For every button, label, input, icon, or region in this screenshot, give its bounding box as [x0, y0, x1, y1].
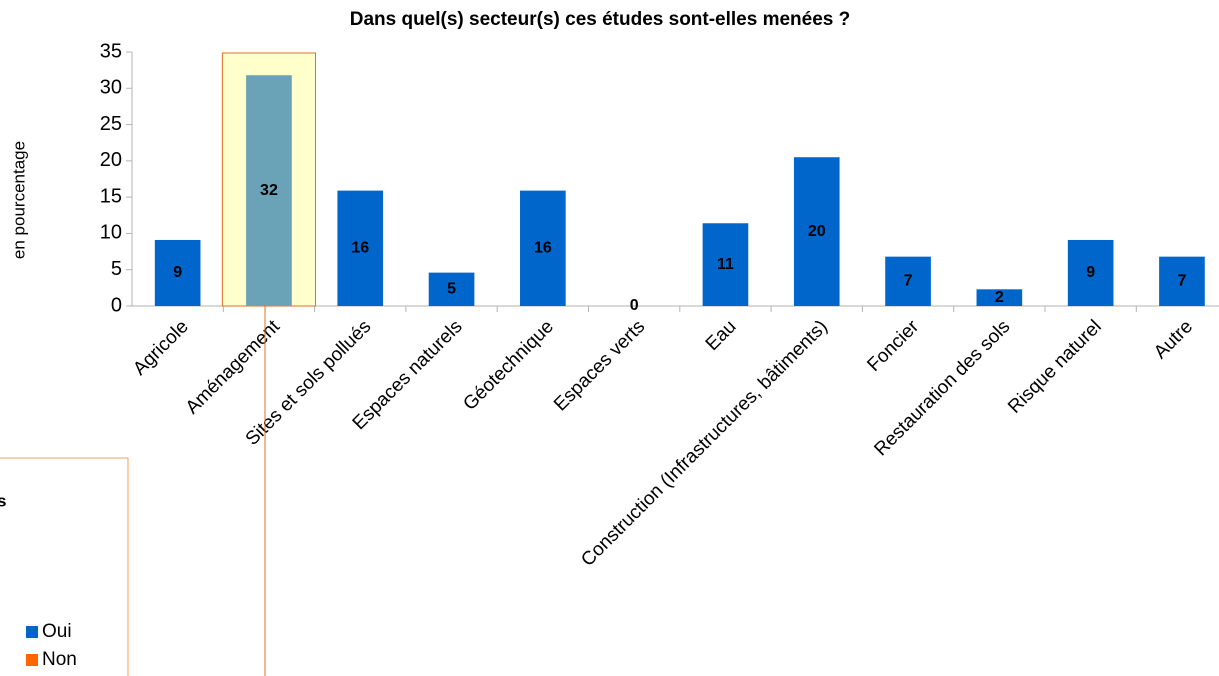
- data-label: 32: [260, 182, 278, 199]
- data-label: 2: [995, 289, 1004, 306]
- bar: [428, 272, 475, 306]
- bar: [337, 190, 384, 306]
- y-tick-label: 35: [100, 40, 122, 62]
- data-label: 9: [1086, 264, 1095, 281]
- legend-label: Oui: [42, 621, 72, 642]
- y-tick-label: 5: [111, 258, 122, 280]
- legend-swatch: [26, 654, 38, 666]
- data-label: 11: [717, 256, 734, 273]
- data-label: 9: [173, 264, 182, 281]
- bar: [154, 239, 201, 306]
- bar: [1159, 256, 1205, 306]
- y-tick-label: 15: [100, 185, 122, 207]
- data-label: 0: [630, 297, 639, 314]
- bar: [702, 223, 749, 306]
- chart-title: Dans quel(s) secteur(s) ces études sont-…: [350, 9, 851, 30]
- bar: [520, 190, 566, 306]
- data-label: 20: [808, 223, 826, 240]
- y-axis-label: en pourcentage: [9, 141, 28, 259]
- y-tick-label: 30: [100, 77, 122, 99]
- y-tick-label: 0: [111, 294, 122, 316]
- y-tick-label: 10: [100, 222, 122, 244]
- bar: [976, 289, 1023, 306]
- data-label: 7: [1177, 273, 1186, 290]
- legend-title: s: [0, 491, 6, 510]
- bar: [1067, 239, 1114, 306]
- legend-swatch: [26, 626, 38, 638]
- bar: [793, 157, 840, 306]
- bar: [885, 256, 931, 306]
- y-tick-label: 20: [100, 149, 122, 171]
- legend-box: [0, 457, 129, 676]
- data-label: 16: [534, 240, 552, 257]
- y-tick-label: 25: [100, 113, 122, 135]
- data-label: 16: [351, 240, 369, 257]
- data-label: 7: [904, 273, 913, 290]
- data-label: 5: [447, 281, 456, 298]
- legend-label: Non: [42, 649, 77, 670]
- bar: [246, 75, 292, 306]
